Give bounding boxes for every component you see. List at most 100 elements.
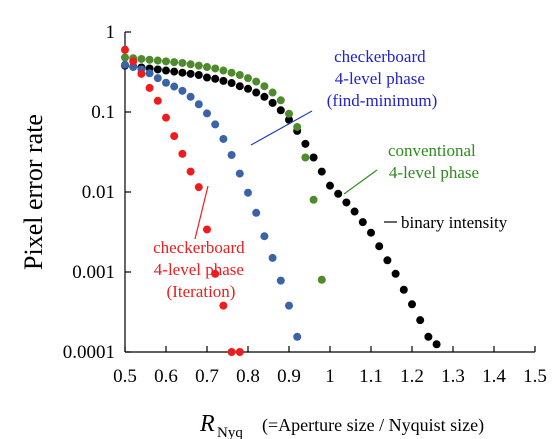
x-axis-label-description: (=Aperture size / Nyquist size)	[262, 415, 484, 436]
data-point	[309, 195, 318, 204]
data-point	[211, 269, 220, 278]
data-point	[162, 113, 170, 122]
data-point	[408, 300, 416, 309]
x-tick-label: 1.1	[359, 366, 383, 387]
data-point	[227, 151, 236, 160]
annotation-iteration: checkerboard 4-level phase (Iteration)	[153, 238, 249, 301]
data-point	[260, 232, 269, 241]
y-tick-label: 0.01	[82, 182, 115, 203]
data-point	[211, 74, 220, 83]
y-tick-label: 0.1	[91, 102, 115, 123]
data-point	[153, 74, 162, 83]
data-point	[186, 69, 195, 78]
data-point	[186, 167, 195, 176]
data-point	[219, 66, 228, 75]
data-point	[178, 68, 187, 77]
x-tick-label: 0.5	[113, 366, 137, 387]
data-point	[194, 71, 203, 80]
data-point	[137, 69, 146, 78]
data-point	[399, 285, 408, 294]
data-point	[203, 225, 211, 234]
data-point	[367, 228, 375, 237]
x-tick-label: 0.8	[236, 366, 260, 387]
x-tick-label: 1.2	[400, 366, 424, 387]
series-checkerboard-find-minimum	[121, 60, 302, 341]
annotation-leader-find-minimum	[250, 110, 313, 146]
data-point	[235, 348, 244, 356]
annotation-find-minimum-line-3: (find-minimum)	[327, 91, 437, 110]
annotation-find-minimum: checkerboard 4-level phase (find-minimum…	[327, 47, 437, 110]
data-point	[350, 207, 359, 216]
x-axis-label-symbol: R	[199, 411, 215, 437]
x-tick-label: 0.7	[195, 366, 219, 387]
data-point	[268, 98, 277, 107]
data-point	[309, 153, 318, 162]
data-point	[252, 77, 261, 86]
data-point	[170, 82, 179, 91]
data-point	[276, 96, 285, 105]
annotation-find-minimum-line-2: 4-level phase	[335, 69, 425, 88]
annotation-binary: binary intensity	[401, 213, 508, 232]
data-point	[235, 82, 244, 91]
data-point	[129, 63, 138, 72]
data-point	[194, 61, 203, 70]
data-point	[268, 253, 277, 262]
data-point	[383, 256, 392, 265]
annotation-conventional: conventional 4-level phase	[388, 141, 480, 182]
x-tick-label: 1.4	[482, 366, 506, 387]
data-point	[293, 122, 302, 131]
data-point	[121, 53, 129, 62]
y-tick-label: 0.001	[72, 262, 115, 283]
data-point	[219, 76, 228, 85]
annotation-binary-line-1: binary intensity	[401, 213, 508, 232]
data-point	[121, 60, 129, 69]
x-axis-label: R Nyq (=Aperture size / Nyquist size)	[199, 411, 484, 439]
annotations: checkerboard 4-level phase (find-minimum…	[153, 47, 508, 301]
data-point	[285, 109, 293, 118]
annotation-conventional-line-1: conventional	[388, 141, 476, 160]
data-point	[219, 134, 228, 143]
data-point	[203, 63, 211, 72]
data-point	[301, 153, 310, 162]
data-point	[260, 92, 269, 101]
data-point	[129, 57, 138, 66]
data-point	[432, 340, 441, 349]
data-point	[211, 64, 220, 73]
data-point	[194, 100, 203, 109]
annotation-iteration-line-2: 4-level phase	[154, 260, 244, 279]
data-point	[244, 74, 252, 83]
data-point	[153, 96, 162, 105]
data-point	[375, 242, 384, 251]
data-point	[317, 275, 326, 284]
series-checkerboard-iteration	[121, 45, 244, 356]
data-point	[276, 106, 285, 115]
annotation-leader-iteration	[194, 185, 209, 240]
data-point	[301, 139, 310, 148]
annotation-leader-conventional	[343, 169, 378, 195]
data-point	[162, 57, 170, 66]
data-point	[326, 181, 334, 190]
data-point	[260, 82, 269, 91]
data-point	[334, 189, 343, 198]
data-point	[317, 167, 326, 176]
data-point	[219, 301, 228, 310]
data-point	[252, 208, 261, 217]
data-point	[153, 56, 162, 65]
data-point	[227, 68, 236, 77]
x-tick-label: 0.6	[154, 366, 178, 387]
data-point	[285, 301, 293, 310]
data-point	[235, 169, 244, 178]
data-point	[121, 45, 129, 54]
data-point	[186, 60, 195, 69]
data-point	[235, 71, 244, 80]
annotation-iteration-line-3: (Iteration)	[167, 282, 236, 301]
y-tick-label: 0.0001	[63, 342, 115, 363]
data-point	[178, 149, 187, 158]
data-point	[186, 92, 195, 101]
data-point	[342, 198, 351, 207]
data-point	[162, 66, 170, 75]
data-point	[244, 84, 252, 93]
data-point	[170, 58, 179, 67]
data-point	[227, 79, 236, 88]
